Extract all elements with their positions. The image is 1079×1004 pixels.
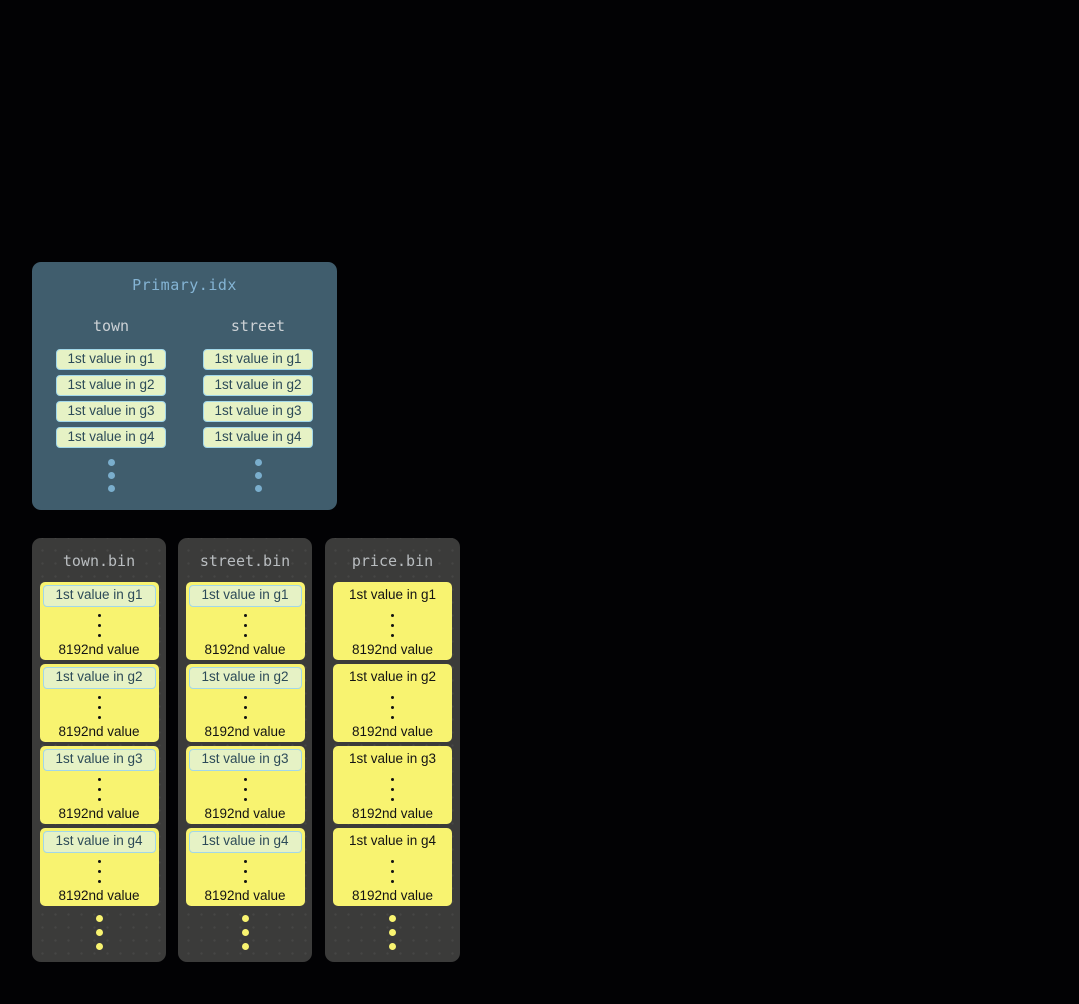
granule-block: 1st value in g2 8192nd value: [333, 664, 452, 742]
primary-index-columns: town 1st value in g1 1st value in g2 1st…: [32, 317, 337, 466]
granule-last-value: 8192nd value: [58, 806, 140, 821]
bin-panel-price: price.bin 1st value in g1 8192nd value 1…: [325, 538, 460, 962]
granule-last-value: 8192nd value: [351, 806, 434, 821]
granule-first-value: 1st value in g1: [188, 585, 302, 607]
ellipsis-dots-icon: [254, 459, 262, 466]
ellipsis-dots-icon: [107, 459, 115, 466]
ellipsis-dots-icon: [95, 915, 103, 922]
ellipsis-dots-icon: [97, 696, 101, 699]
ellipsis-dots-icon: [241, 915, 249, 922]
granule-mark: 1st value in g1: [56, 349, 166, 370]
column-header-town: town: [92, 317, 130, 335]
granule-block: 1st value in g3 8192nd value: [333, 746, 452, 824]
bin-panel-street: street.bin 1st value in g1 8192nd value …: [178, 538, 312, 962]
ellipsis-dots-icon: [391, 860, 394, 863]
primary-index-title: Primary.idx: [132, 276, 237, 294]
granule-first-value: 1st value in g2: [42, 667, 156, 689]
ellipsis-dots-icon: [391, 778, 394, 781]
primary-column-town: town 1st value in g1 1st value in g2 1st…: [56, 317, 166, 466]
granule-last-value: 8192nd value: [58, 888, 140, 903]
granule-block: 1st value in g3 8192nd value: [39, 746, 159, 824]
ellipsis-dots-icon: [389, 915, 396, 922]
ellipsis-dots-icon: [391, 696, 394, 699]
granule-last-value: 8192nd value: [351, 642, 434, 657]
granule-mark: 1st value in g4: [56, 427, 166, 448]
granule-last-value: 8192nd value: [351, 724, 434, 739]
granule-mark: 1st value in g3: [56, 401, 166, 422]
ellipsis-dots-icon: [391, 614, 394, 617]
granule-last-value: 8192nd value: [351, 888, 434, 903]
bin-title: town.bin: [62, 552, 136, 570]
bin-title: street.bin: [199, 552, 291, 570]
primary-column-street: street 1st value in g1 1st value in g2 1…: [203, 317, 313, 466]
granule-block: 1st value in g2 8192nd value: [39, 664, 159, 742]
granule-last-value: 8192nd value: [204, 724, 286, 739]
granule-mark: 1st value in g2: [203, 375, 313, 396]
granule-block: 1st value in g1 8192nd value: [333, 582, 452, 660]
granule-block: 1st value in g4 8192nd value: [333, 828, 452, 906]
granule-block: 1st value in g1 8192nd value: [39, 582, 159, 660]
granule-first-value: 1st value in g3: [348, 751, 437, 766]
ellipsis-dots-icon: [243, 860, 247, 863]
granule-block: 1st value in g3 8192nd value: [185, 746, 305, 824]
granule-first-value: 1st value in g1: [42, 585, 156, 607]
granule-block: 1st value in g1 8192nd value: [185, 582, 305, 660]
granule-mark: 1st value in g2: [56, 375, 166, 396]
granule-first-value: 1st value in g4: [348, 833, 437, 848]
granule-block: 1st value in g4 8192nd value: [39, 828, 159, 906]
granule-last-value: 8192nd value: [58, 724, 140, 739]
granule-blocks: 1st value in g1 8192nd value 1st value i…: [178, 582, 312, 906]
granule-last-value: 8192nd value: [204, 642, 286, 657]
bin-title: price.bin: [351, 552, 434, 570]
column-header-street: street: [230, 317, 286, 335]
ellipsis-dots-icon: [243, 778, 247, 781]
granule-block: 1st value in g2 8192nd value: [185, 664, 305, 742]
ellipsis-dots-icon: [97, 778, 101, 781]
granule-first-value: 1st value in g3: [188, 749, 302, 771]
granule-first-value: 1st value in g4: [42, 831, 156, 853]
ellipsis-dots-icon: [243, 696, 247, 699]
ellipsis-dots-icon: [243, 614, 247, 617]
granule-first-value: 1st value in g1: [348, 587, 437, 602]
ellipsis-dots-icon: [97, 860, 101, 863]
granule-mark: 1st value in g3: [203, 401, 313, 422]
granule-block: 1st value in g4 8192nd value: [185, 828, 305, 906]
granule-first-value: 1st value in g2: [348, 669, 437, 684]
granule-first-value: 1st value in g3: [42, 749, 156, 771]
granule-first-value: 1st value in g4: [188, 831, 302, 853]
primary-index-panel: Primary.idx town 1st value in g1 1st val…: [32, 262, 337, 510]
granule-last-value: 8192nd value: [58, 642, 140, 657]
granule-blocks: 1st value in g1 8192nd value 1st value i…: [32, 582, 166, 906]
granule-first-value: 1st value in g2: [188, 667, 302, 689]
granule-blocks: 1st value in g1 8192nd value 1st value i…: [325, 582, 460, 906]
granule-last-value: 8192nd value: [204, 806, 286, 821]
bin-panel-town: town.bin 1st value in g1 8192nd value 1s…: [32, 538, 166, 962]
granule-last-value: 8192nd value: [204, 888, 286, 903]
ellipsis-dots-icon: [97, 614, 101, 617]
granule-mark: 1st value in g4: [203, 427, 313, 448]
granule-mark: 1st value in g1: [203, 349, 313, 370]
